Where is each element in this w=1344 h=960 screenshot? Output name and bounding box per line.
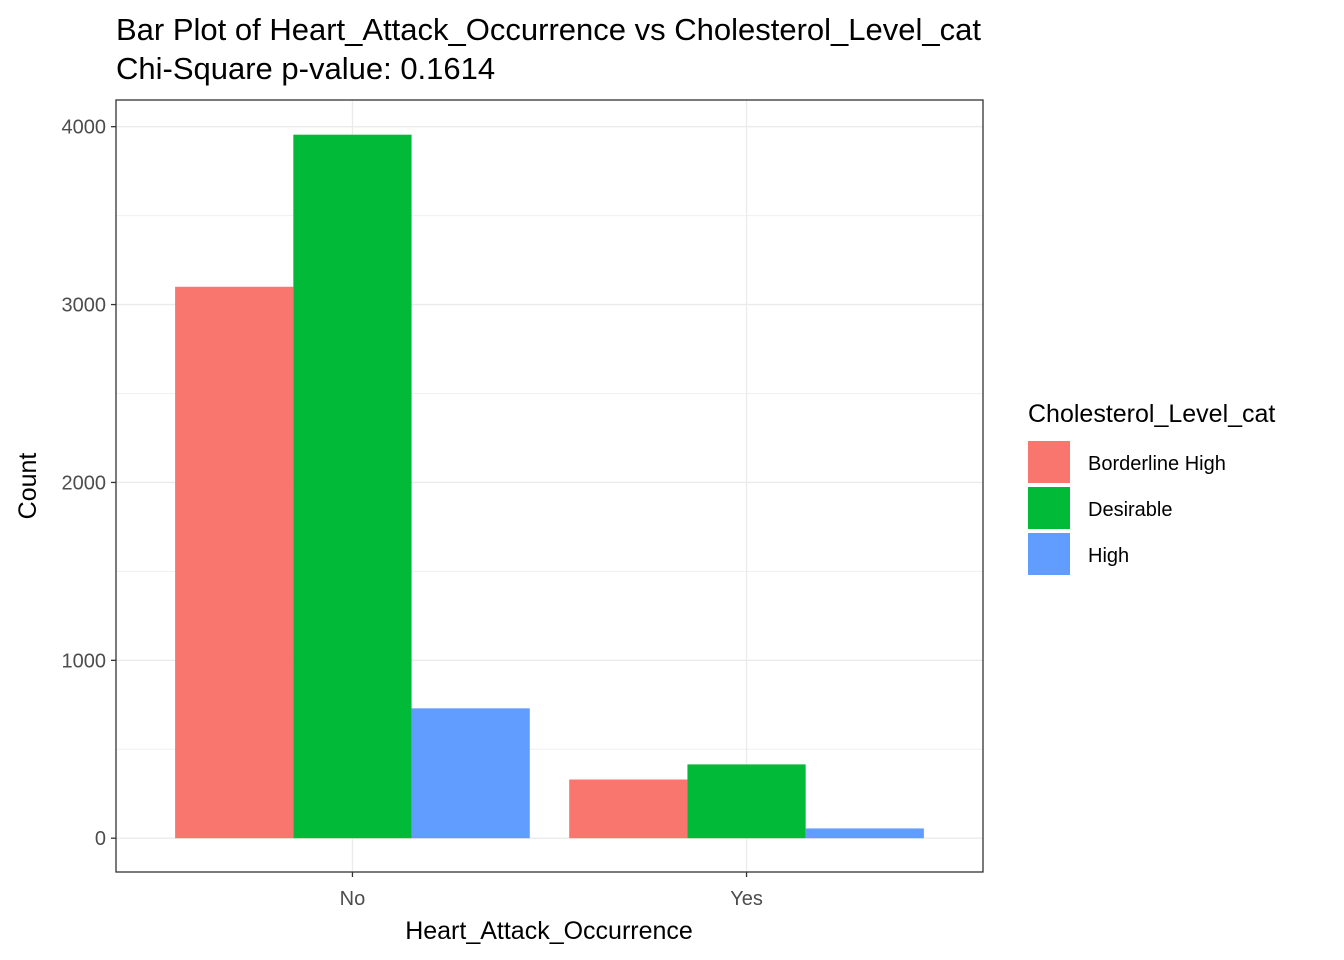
bar-no-desirable [293,134,412,839]
legend: Borderline High Desirable High [1028,441,1226,575]
x-tick-label: No [340,888,366,910]
y-tick-label: 3000 [62,295,107,317]
bar-no-high [411,708,530,839]
bar-yes-high [805,828,924,839]
x-tick-label: Yes [730,888,763,910]
panel-border [115,99,984,873]
x-axis-title: Heart_Attack_Occurrence [405,917,693,945]
plot-area: 0 1000 2000 3000 4000 No Yes [62,99,984,910]
y-axis-title: Count [14,453,42,520]
legend-label: High [1088,545,1129,567]
y-tick-label: 4000 [62,117,107,139]
y-tick-label: 0 [95,828,106,850]
legend-key-desirable [1028,487,1070,529]
bar-no-borderline-high [175,286,294,839]
legend-title: Cholesterol_Level_cat [1028,400,1275,428]
bar-yes-desirable [687,764,806,839]
chart-subtitle: Chi-Square p-value: 0.1614 [116,51,495,86]
y-tick-label: 1000 [62,650,107,672]
y-tick-label: 2000 [62,472,107,494]
bar-yes-borderline-high [569,779,688,839]
legend-label: Desirable [1088,499,1172,521]
chart-title: Bar Plot of Heart_Attack_Occurrence vs C… [116,12,981,47]
legend-key-high [1028,533,1070,575]
legend-key-borderline-high [1028,441,1070,483]
legend-label: Borderline High [1088,453,1226,475]
